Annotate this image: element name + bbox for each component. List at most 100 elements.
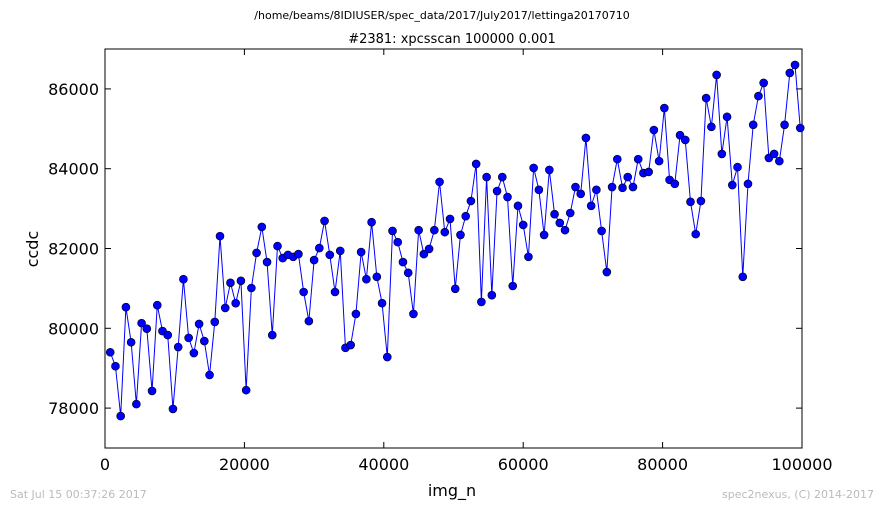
y-tick-label: 78000 bbox=[48, 399, 99, 418]
data-point bbox=[602, 267, 612, 277]
data-point bbox=[267, 330, 277, 340]
file-path: /home/beams/8IDIUSER/spec_data/2017/July… bbox=[254, 9, 629, 22]
data-point bbox=[795, 123, 805, 133]
data-point bbox=[335, 246, 345, 256]
data-point bbox=[163, 330, 173, 340]
data-point bbox=[623, 172, 633, 182]
x-tick-label: 20000 bbox=[219, 455, 270, 474]
data-point bbox=[299, 287, 308, 297]
data-point bbox=[654, 156, 664, 166]
data-point bbox=[492, 186, 502, 196]
data-point bbox=[586, 201, 596, 211]
data-point bbox=[393, 237, 403, 247]
data-point bbox=[649, 125, 659, 135]
data-point bbox=[545, 165, 554, 175]
data-point bbox=[315, 243, 324, 253]
data-point bbox=[691, 229, 701, 239]
data-point bbox=[152, 300, 162, 310]
data-point bbox=[785, 68, 795, 78]
data-point bbox=[325, 250, 335, 260]
data-point bbox=[466, 196, 476, 206]
data-point bbox=[775, 156, 784, 166]
data-point bbox=[461, 211, 470, 221]
data-point bbox=[576, 189, 586, 199]
data-point bbox=[409, 309, 418, 319]
data-line bbox=[109, 63, 801, 417]
data-point bbox=[200, 336, 209, 346]
data-point bbox=[524, 252, 533, 262]
data-point bbox=[377, 298, 387, 308]
data-point bbox=[220, 303, 230, 313]
data-point bbox=[320, 216, 329, 226]
data-point bbox=[330, 287, 340, 297]
data-point bbox=[644, 167, 653, 177]
x-tick-label: 100000 bbox=[771, 455, 832, 474]
data-point bbox=[450, 284, 460, 294]
data-point bbox=[294, 249, 303, 259]
data-point bbox=[126, 337, 136, 347]
data-point bbox=[262, 257, 272, 267]
credit: spec2nexus, (C) 2014-2017 bbox=[722, 488, 874, 501]
data-point bbox=[513, 201, 523, 211]
chart-title: #2381: xpcsscan 100000 0.001 bbox=[348, 32, 556, 47]
y-tick-label: 86000 bbox=[48, 80, 99, 99]
data-point bbox=[247, 283, 256, 293]
data-point bbox=[132, 399, 141, 409]
y-tick-label: 84000 bbox=[48, 160, 99, 179]
data-point bbox=[226, 278, 235, 288]
data-point bbox=[612, 154, 622, 164]
data-point bbox=[372, 272, 382, 282]
data-point bbox=[179, 274, 188, 284]
data-point bbox=[597, 226, 606, 236]
data-point bbox=[309, 255, 319, 265]
data-point bbox=[205, 370, 214, 380]
data-point bbox=[456, 230, 465, 240]
data-point bbox=[618, 183, 627, 193]
data-point bbox=[518, 220, 528, 230]
data-point bbox=[503, 192, 512, 202]
data-point bbox=[414, 225, 423, 235]
data-point bbox=[508, 281, 518, 291]
data-point bbox=[748, 120, 758, 130]
data-point bbox=[686, 197, 695, 207]
data-point bbox=[633, 154, 643, 164]
data-point bbox=[252, 248, 261, 258]
data-point bbox=[231, 298, 240, 308]
data-point bbox=[147, 386, 157, 396]
data-point bbox=[210, 317, 220, 327]
y-tick-label: 80000 bbox=[48, 319, 99, 338]
data-point bbox=[565, 208, 575, 218]
data-point bbox=[362, 274, 371, 284]
data-point bbox=[304, 316, 314, 326]
x-tick-label: 60000 bbox=[498, 455, 549, 474]
data-point bbox=[168, 404, 178, 414]
data-point bbox=[111, 361, 120, 371]
data-point bbox=[356, 247, 366, 257]
data-point bbox=[754, 91, 763, 101]
data-point bbox=[351, 309, 361, 319]
data-point bbox=[660, 103, 669, 113]
data-point bbox=[680, 135, 690, 145]
data-point bbox=[592, 185, 601, 195]
data-point bbox=[529, 163, 538, 173]
data-point bbox=[419, 249, 429, 259]
data-point bbox=[707, 122, 716, 132]
data-point bbox=[367, 217, 376, 227]
data-point bbox=[727, 180, 737, 190]
data-point bbox=[116, 411, 125, 421]
data-point bbox=[550, 209, 559, 219]
data-point bbox=[445, 214, 455, 224]
data-point bbox=[759, 78, 768, 88]
timestamp: Sat Jul 15 00:37:26 2017 bbox=[10, 488, 147, 501]
data-point bbox=[142, 324, 152, 333]
data-point bbox=[487, 290, 497, 300]
data-point bbox=[733, 162, 742, 172]
data-point bbox=[194, 319, 204, 329]
x-axis-label: img_n bbox=[428, 481, 476, 501]
data-point bbox=[257, 222, 267, 232]
data-point bbox=[722, 112, 732, 122]
data-point bbox=[696, 196, 706, 206]
data-point bbox=[712, 70, 721, 80]
data-point bbox=[701, 93, 711, 103]
